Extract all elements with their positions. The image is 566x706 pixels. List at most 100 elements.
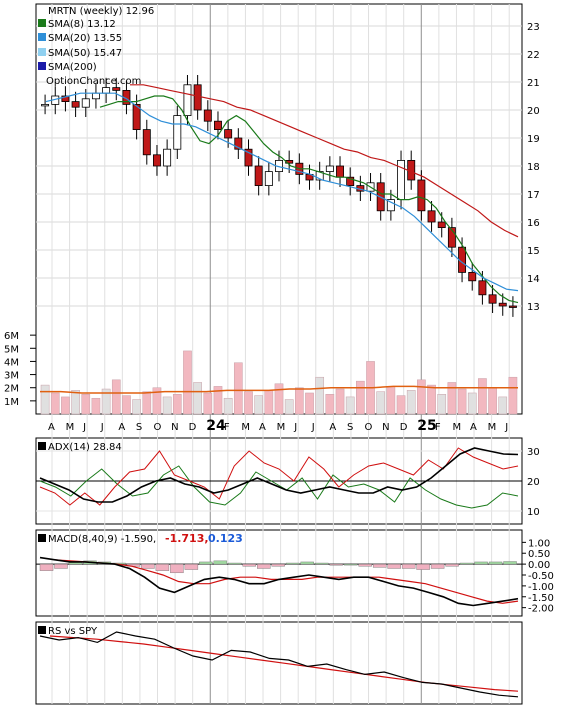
minus-di-line: [39, 447, 519, 506]
candle-body: [112, 87, 121, 91]
macd-histogram-bar: [213, 560, 228, 565]
volume-bar: [295, 387, 304, 415]
legend-sma8: SMA(8) 13.12: [48, 19, 116, 30]
volume-bar: [437, 394, 447, 415]
x-tick-label: A: [329, 422, 336, 433]
adx-tick-label: 10: [527, 507, 540, 518]
macd-histogram-bar: [54, 563, 68, 569]
price-tick-label: 17: [527, 190, 540, 201]
x-tick-label: N: [171, 422, 178, 433]
macd-tick-label: -1.50: [528, 593, 554, 604]
legend-swatch-sma50: [38, 48, 46, 56]
volume-bar: [203, 392, 213, 415]
volume-bar: [132, 399, 141, 415]
volume-bar: [213, 386, 223, 415]
legend-swatch-sma200: [38, 62, 46, 70]
legend-swatch-sma20: [38, 33, 46, 41]
macd-histogram-bar: [271, 563, 285, 567]
macd-line: [39, 556, 519, 607]
x-tick-label: S: [347, 422, 353, 433]
price-tick-label: 15: [527, 246, 540, 257]
macd-histogram-bar: [372, 563, 387, 568]
candle-body: [346, 176, 355, 186]
candle-body: [193, 84, 202, 111]
macd-histogram-bar: [228, 562, 242, 565]
x-tick-label: J: [311, 422, 315, 433]
candle-body: [336, 165, 344, 178]
volume-bar: [457, 388, 467, 415]
signal-value: 0.123: [208, 532, 243, 545]
legend-sma200: SMA(200): [48, 62, 97, 73]
volume-bar: [50, 392, 60, 415]
price-tick-label: 19: [527, 134, 540, 145]
candle-body: [417, 179, 426, 212]
legend-sma20: SMA(20) 13.55: [48, 33, 122, 44]
volume-tick-label: 1M: [4, 397, 19, 408]
price-legend: MRTN (weekly) 12.96 SMA(8) 13.12 SMA(20)…: [38, 6, 154, 87]
macd-histogram-bar: [300, 561, 314, 565]
adx-tick-label: 30: [527, 447, 540, 458]
macd-histogram-bar: [242, 563, 257, 567]
x-tick-label: A: [259, 422, 266, 433]
volume-bar: [162, 396, 172, 415]
macd-histogram-bar: [474, 561, 488, 565]
candle-body: [234, 137, 243, 150]
volume-tick-label: 6M: [4, 331, 19, 342]
macd-histogram-bar: [343, 563, 358, 566]
legend-sma50: SMA(50) 15.47: [48, 48, 122, 59]
candle-body: [488, 294, 497, 304]
x-tick-label: M: [452, 422, 461, 433]
volume-bar: [142, 391, 152, 415]
candle-body: [386, 199, 395, 212]
macd-legend: MACD(8,40,9) -1.590, -1.713, 0.123: [38, 532, 243, 545]
macd-panel-frame: [35, 529, 523, 617]
macd-histogram-bar: [170, 563, 184, 574]
candle-body: [427, 210, 436, 223]
volume-bar: [40, 384, 50, 415]
volume-bar: [244, 391, 253, 415]
x-tick-label: O: [365, 422, 373, 433]
line-layer: [39, 75, 519, 698]
x-tick-label: F: [224, 422, 230, 433]
price-tick-label: 16: [527, 218, 540, 229]
candle-body: [91, 92, 100, 100]
candle-body: [498, 302, 507, 307]
volume-tick-label: 4M: [4, 357, 19, 368]
volume-tick-label: 2M: [4, 384, 19, 395]
volume-tick-label: 5M: [4, 344, 19, 355]
volume-bar: [305, 392, 314, 415]
candle-body: [173, 115, 182, 150]
macd-histogram-bar: [155, 563, 170, 571]
candle-body: [478, 280, 487, 296]
macd-histogram-bar: [329, 563, 343, 566]
adx-line: [39, 447, 519, 503]
macd-tick-label: 1.00: [528, 538, 550, 549]
price-tick-label: 18: [527, 162, 540, 173]
candle-body: [264, 171, 273, 187]
x-tick-label: M: [241, 422, 250, 433]
candle-body: [142, 129, 151, 156]
sma50-line: [130, 84, 519, 238]
volume-bar: [233, 362, 243, 415]
price-tick-label: 13: [527, 302, 540, 313]
macd-histogram-bar: [257, 563, 271, 569]
candle-body: [254, 165, 263, 187]
volume-bar: [478, 378, 487, 415]
macd-legend-swatch: [38, 534, 46, 542]
volume-bar: [417, 379, 426, 415]
candle-body: [508, 305, 517, 308]
rs-line: [39, 631, 519, 698]
macd-histogram-bar: [39, 563, 54, 571]
macd-histogram-bar: [430, 563, 445, 569]
x-tick-label: N: [382, 422, 389, 433]
candle-body: [41, 104, 50, 107]
volume-bar: [488, 387, 497, 415]
candle-body: [437, 221, 446, 228]
x-tick-label: D: [189, 422, 197, 433]
macd-histogram-bar: [401, 563, 416, 569]
volume-bar: [325, 394, 335, 415]
adx-legend: ADX(14) 28.84: [38, 442, 122, 453]
volume-bar: [254, 395, 263, 415]
